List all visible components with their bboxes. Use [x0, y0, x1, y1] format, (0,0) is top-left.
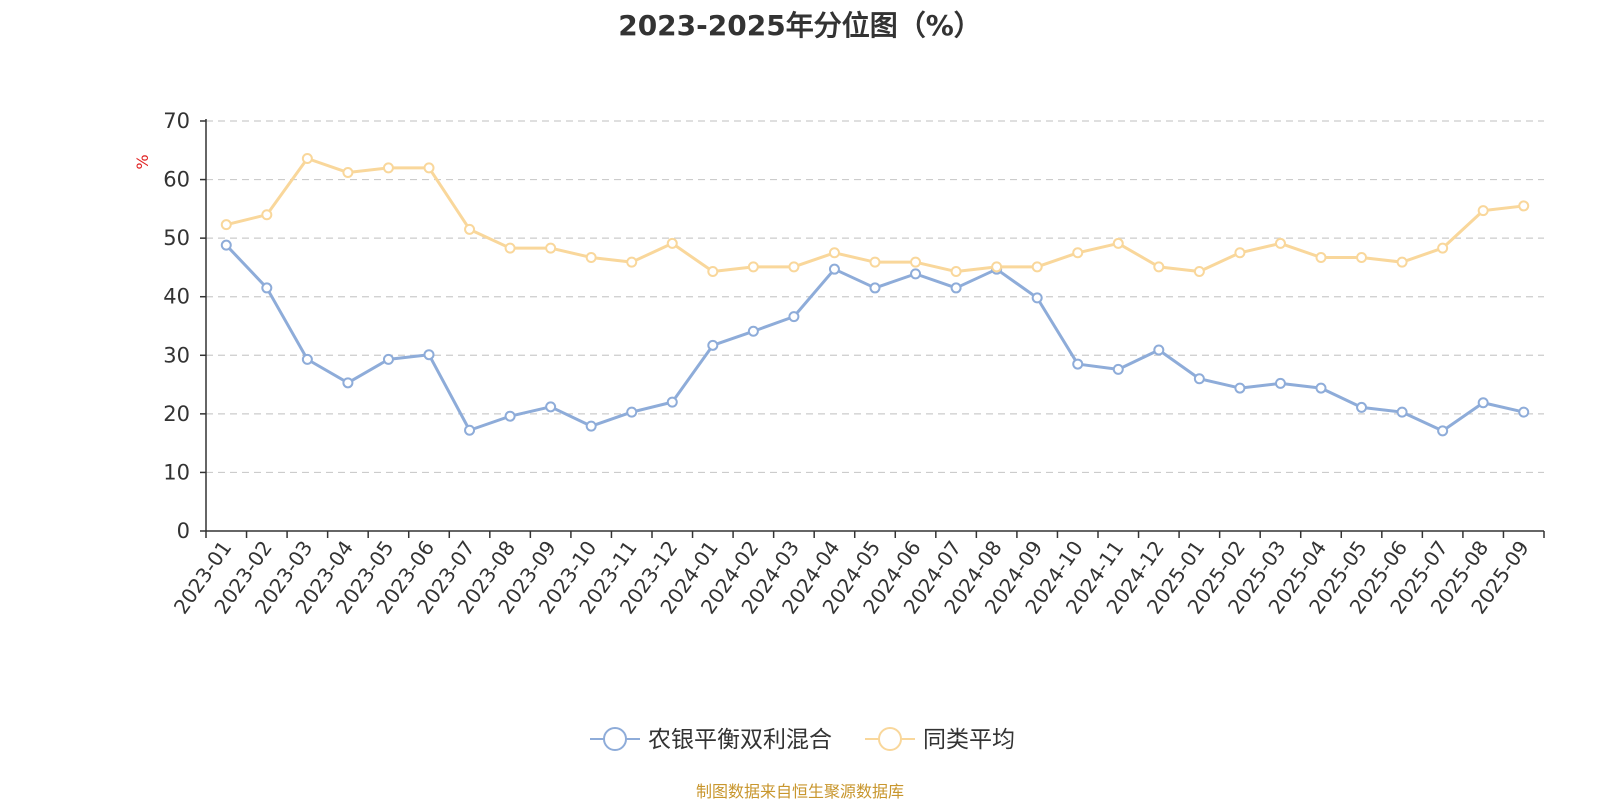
- data-point: [382, 162, 394, 174]
- y-tick-label: 0: [177, 519, 190, 543]
- data-point: [1315, 382, 1327, 394]
- data-point: [1437, 242, 1449, 254]
- series-lines: [220, 152, 1530, 437]
- data-point: [423, 349, 435, 361]
- data-point: [788, 311, 800, 323]
- data-point: [1274, 377, 1286, 389]
- data-point: [1315, 251, 1327, 263]
- data-point: [382, 353, 394, 365]
- data-point: [342, 377, 354, 389]
- data-point: [261, 209, 273, 221]
- series-line: [225, 244, 1525, 433]
- x-axis-ticks: 2023-012023-022023-032023-042023-052023-…: [169, 531, 1545, 618]
- series-line: [225, 156, 1524, 274]
- data-point: [545, 401, 557, 413]
- data-point: [1356, 251, 1368, 263]
- data-point: [545, 242, 557, 254]
- y-tick-label: 20: [163, 402, 190, 426]
- data-point: [1153, 344, 1165, 356]
- y-tick-label: 70: [163, 109, 190, 133]
- y-tick-label: 10: [163, 460, 190, 484]
- data-point: [1477, 397, 1489, 409]
- y-tick-label: 50: [163, 226, 190, 250]
- data-point: [788, 261, 800, 273]
- data-point: [1072, 358, 1084, 370]
- data-point: [464, 223, 476, 235]
- data-point: [828, 263, 840, 275]
- data-point: [301, 353, 313, 365]
- gridlines: [206, 120, 1544, 474]
- data-point: [301, 152, 313, 164]
- data-point: [828, 247, 840, 259]
- data-point: [666, 396, 678, 408]
- data-point: [1396, 256, 1408, 268]
- data-point: [747, 261, 759, 273]
- data-point: [1477, 205, 1489, 217]
- data-point: [1031, 261, 1043, 273]
- data-point: [1518, 200, 1530, 212]
- data-point: [950, 266, 962, 278]
- data-point: [1274, 237, 1286, 249]
- y-tick-label: 40: [163, 285, 190, 309]
- legend-label: 农银平衡双利混合: [648, 727, 832, 753]
- legend-marker: [878, 727, 902, 751]
- axes: [205, 119, 1544, 532]
- data-point: [1031, 292, 1043, 304]
- data-point: [464, 424, 476, 436]
- data-point: [1234, 247, 1246, 259]
- legend-marker: [603, 727, 627, 751]
- y-axis-ticks: 0 10 20 30 40 50 60 70: [163, 109, 206, 543]
- data-point: [1234, 382, 1246, 394]
- data-point: [910, 256, 922, 268]
- y-tick-label: 60: [163, 168, 190, 192]
- data-point: [1072, 247, 1084, 259]
- data-point: [423, 162, 435, 174]
- data-point: [504, 410, 516, 422]
- data-point: [1153, 261, 1165, 273]
- data-point: [1518, 406, 1530, 418]
- data-point: [991, 261, 1003, 273]
- y-tick-label: 30: [163, 343, 190, 367]
- data-point: [1193, 266, 1205, 278]
- data-point: [869, 256, 881, 268]
- data-point: [1437, 425, 1449, 437]
- data-point: [1356, 401, 1368, 413]
- data-point: [585, 251, 597, 263]
- data-point: [504, 242, 516, 254]
- data-point: [707, 266, 719, 278]
- data-point: [342, 167, 354, 179]
- data-point: [707, 339, 719, 351]
- y-axis-label: %: [133, 154, 152, 169]
- data-point: [910, 268, 922, 280]
- data-point: [666, 237, 678, 249]
- legend-item-2[interactable]: 同类平均: [865, 727, 1015, 753]
- series-1: [220, 239, 1530, 437]
- data-point: [220, 239, 232, 251]
- data-point: [747, 325, 759, 337]
- data-point: [950, 282, 962, 294]
- legend[interactable]: 农银平衡双利混合 同类平均: [590, 727, 1015, 753]
- data-point: [585, 420, 597, 432]
- data-point: [1193, 373, 1205, 385]
- data-point: [869, 282, 881, 294]
- series-2: [220, 152, 1530, 278]
- data-point: [1112, 363, 1124, 375]
- source-note: 制图数据来自恒生聚源数据库: [695, 782, 904, 801]
- data-point: [220, 219, 232, 231]
- chart-title: 2023-2025年分位图（%）: [618, 9, 982, 42]
- legend-item-1[interactable]: 农银平衡双利混合: [590, 727, 832, 753]
- data-point: [626, 256, 638, 268]
- data-point: [1396, 406, 1408, 418]
- data-point: [261, 282, 273, 294]
- data-point: [626, 406, 638, 418]
- legend-label: 同类平均: [923, 727, 1015, 753]
- data-point: [1112, 237, 1124, 249]
